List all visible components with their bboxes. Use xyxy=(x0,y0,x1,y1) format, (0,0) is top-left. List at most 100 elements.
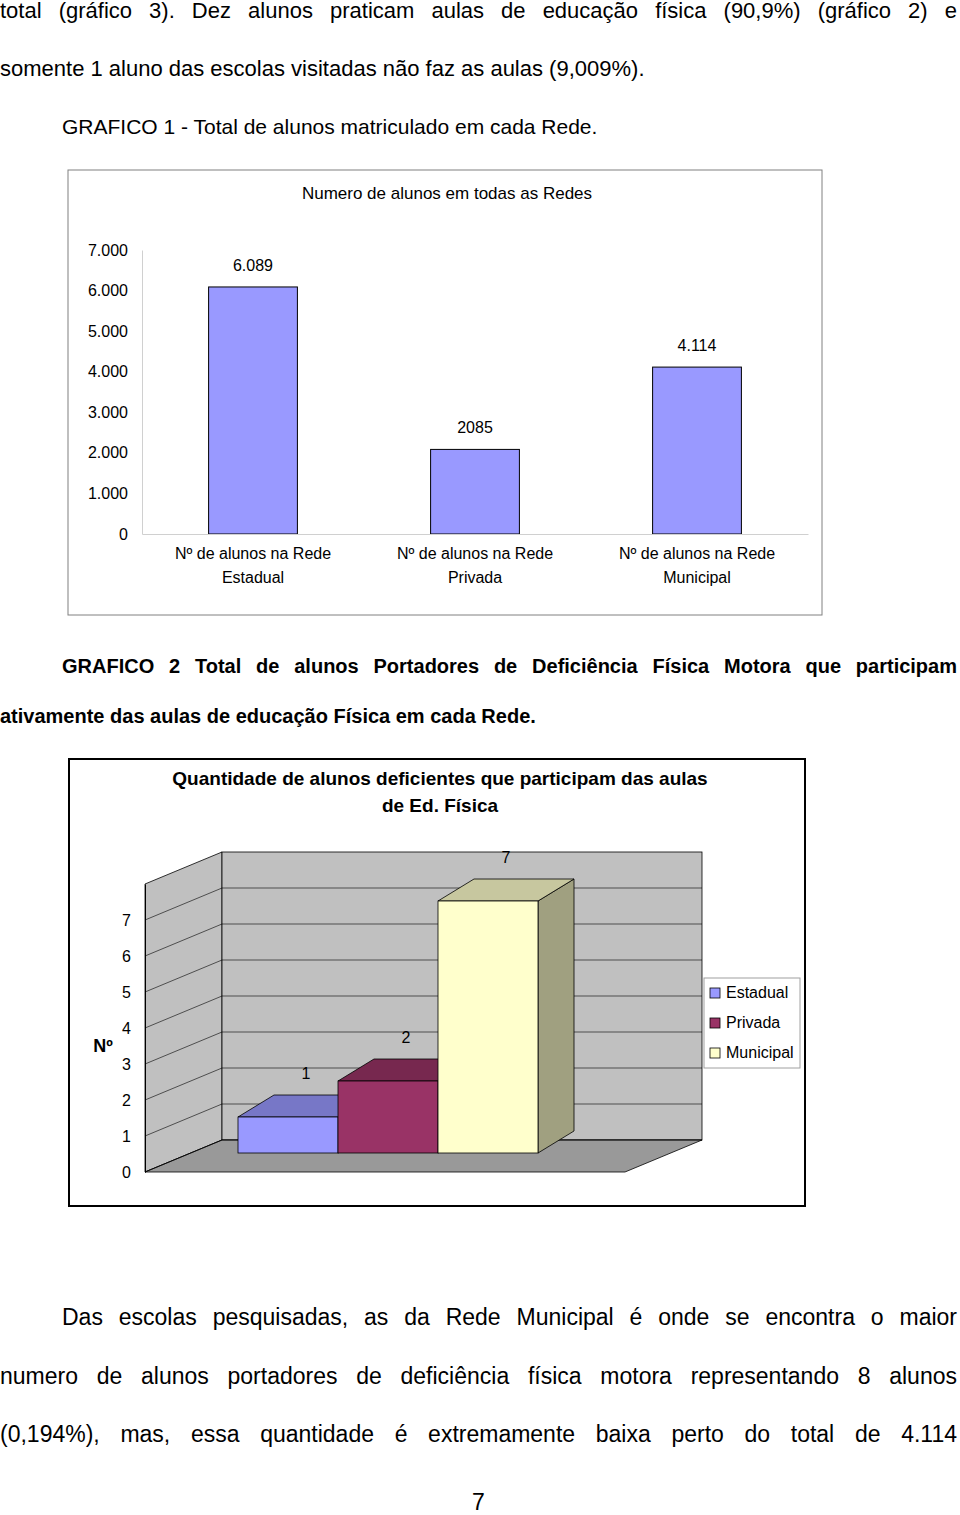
data-label: 1 xyxy=(302,1065,311,1082)
tick: 7 xyxy=(122,912,145,929)
text-line: Nº de alunos na Rede xyxy=(397,545,553,562)
tick-label: 7.000 xyxy=(88,242,128,259)
grid-line xyxy=(145,1068,222,1100)
tick: 6 xyxy=(122,948,145,965)
tick-label: 5 xyxy=(122,984,131,1001)
tick: 4.000 xyxy=(88,363,142,380)
grid xyxy=(145,888,702,1172)
intro-line: total (gráfico 3). Dez alunos praticam a… xyxy=(0,0,957,24)
bar-side xyxy=(538,879,574,1153)
y-axis: 0 1 2 3 4 5 6 7 xyxy=(122,885,145,1181)
grid-line xyxy=(145,996,222,1028)
tick-label: 0 xyxy=(122,1164,131,1181)
legend-swatch xyxy=(710,1018,720,1028)
grid-line xyxy=(145,924,222,956)
tick: 1.000 xyxy=(88,485,142,502)
paragraph-line: Das escolas pesquisadas, as da Rede Muni… xyxy=(62,1304,957,1331)
bar-front xyxy=(338,1081,438,1153)
legend: Estadual Privada Municipal xyxy=(704,978,800,1068)
tick: 3 xyxy=(122,1056,145,1073)
tick: 6.000 xyxy=(88,282,142,299)
legend-swatch xyxy=(710,1048,720,1058)
chart-frame xyxy=(68,170,822,615)
tick: 5 xyxy=(122,984,145,1001)
bar-front xyxy=(238,1117,338,1153)
tick-label: 4 xyxy=(122,1020,131,1037)
caption: ativamente das aulas de educação Física … xyxy=(0,704,536,728)
text-line: Nº de alunos na Rede xyxy=(619,545,775,562)
axis-line xyxy=(142,251,143,535)
page: total (gráfico 3). Dez alunos praticam a… xyxy=(0,0,960,1515)
tick-label: 2 xyxy=(122,1092,131,1109)
bars xyxy=(209,287,742,534)
grid-line xyxy=(145,1032,222,1064)
chart-title: Quantidade de alunos deficientes que par… xyxy=(172,768,707,816)
bars xyxy=(238,879,574,1153)
data-label: 7 xyxy=(502,849,511,866)
tick: 0 xyxy=(119,526,142,543)
tick: Nº de alunos na Rede Estadual xyxy=(175,534,331,586)
text-line: Privada xyxy=(448,569,502,586)
tick: 5.000 xyxy=(88,323,142,340)
text-line: Estadual xyxy=(222,569,284,586)
axis-line xyxy=(143,534,809,535)
side-wall xyxy=(145,852,222,1172)
tick-label: 7 xyxy=(122,912,131,929)
bar xyxy=(653,367,742,534)
tick-label: 3 xyxy=(122,1056,131,1073)
tick: 2 xyxy=(122,1092,145,1109)
legend-label: Privada xyxy=(726,1014,780,1031)
tick-label: Nº de alunos na Rede Estadual xyxy=(175,545,331,586)
tick-label: 6 xyxy=(122,948,131,965)
legend-swatch xyxy=(710,988,720,998)
grid-line xyxy=(145,1140,222,1172)
tick-label: 0 xyxy=(119,526,128,543)
tick-label: 4.000 xyxy=(88,363,128,380)
tick: 0 xyxy=(122,1164,145,1181)
bar xyxy=(209,287,298,534)
grid-line xyxy=(145,888,222,920)
legend-box xyxy=(704,978,800,1068)
tick-label: 2.000 xyxy=(88,444,128,461)
charts-layer: Numero de alunos em todas as Redes01.000… xyxy=(0,0,960,1515)
legend-label: Municipal xyxy=(726,1044,794,1061)
text-line: Nº de alunos na Rede xyxy=(175,545,331,562)
tick: 2.000 xyxy=(88,444,142,461)
paragraph-line: (0,194%), mas, essa quantidade é extrema… xyxy=(0,1421,957,1448)
chart-frame xyxy=(69,759,805,1206)
caption: GRAFICO 2 Total de alunos Portadores de … xyxy=(62,654,957,678)
text-line: Quantidade de alunos deficientes que par… xyxy=(172,768,707,789)
data-label: 2 xyxy=(402,1029,411,1046)
tick: 1 xyxy=(122,1128,145,1145)
tick-label: Nº de alunos na RedeMunicipal xyxy=(619,545,775,586)
axis-line xyxy=(145,885,146,1173)
tick-label: 6.000 xyxy=(88,282,128,299)
tick-label: 1 xyxy=(122,1128,131,1145)
tick: 7.000 xyxy=(88,242,142,259)
tick-label: 5.000 xyxy=(88,323,128,340)
data-label: 2085 xyxy=(457,419,493,436)
intro-line: somente 1 aluno das escolas visitadas nã… xyxy=(0,56,645,82)
paragraph-line: numero de alunos portadores de deficiênc… xyxy=(0,1363,957,1390)
bar xyxy=(438,879,574,1153)
bar-top xyxy=(438,879,574,901)
tick-label: 1.000 xyxy=(88,485,128,502)
chart-2: Quantidade de alunos deficientes que par… xyxy=(69,759,805,1206)
chart-1: Numero de alunos em todas as Redes01.000… xyxy=(68,170,822,615)
tick-label: 3.000 xyxy=(88,404,128,421)
walls xyxy=(145,852,702,1172)
tick: 3.000 xyxy=(88,404,142,421)
data-label: 6.089 xyxy=(233,257,273,274)
text-line: de Ed. Física xyxy=(382,795,499,816)
tick: 4 xyxy=(122,1020,145,1037)
tick: Nº de alunos na Rede Privada xyxy=(397,534,553,586)
tick: Nº de alunos na RedeMunicipal xyxy=(619,534,775,586)
grid-line xyxy=(145,960,222,992)
page-number: 7 xyxy=(472,1489,485,1515)
data-label: 4.114 xyxy=(678,337,717,354)
grid-line xyxy=(145,1104,222,1136)
legend-label: Estadual xyxy=(726,984,788,1001)
axis-title: Nº xyxy=(93,1036,113,1056)
bar-front xyxy=(438,901,538,1153)
tick-label: Nº de alunos na Rede Privada xyxy=(397,545,553,586)
